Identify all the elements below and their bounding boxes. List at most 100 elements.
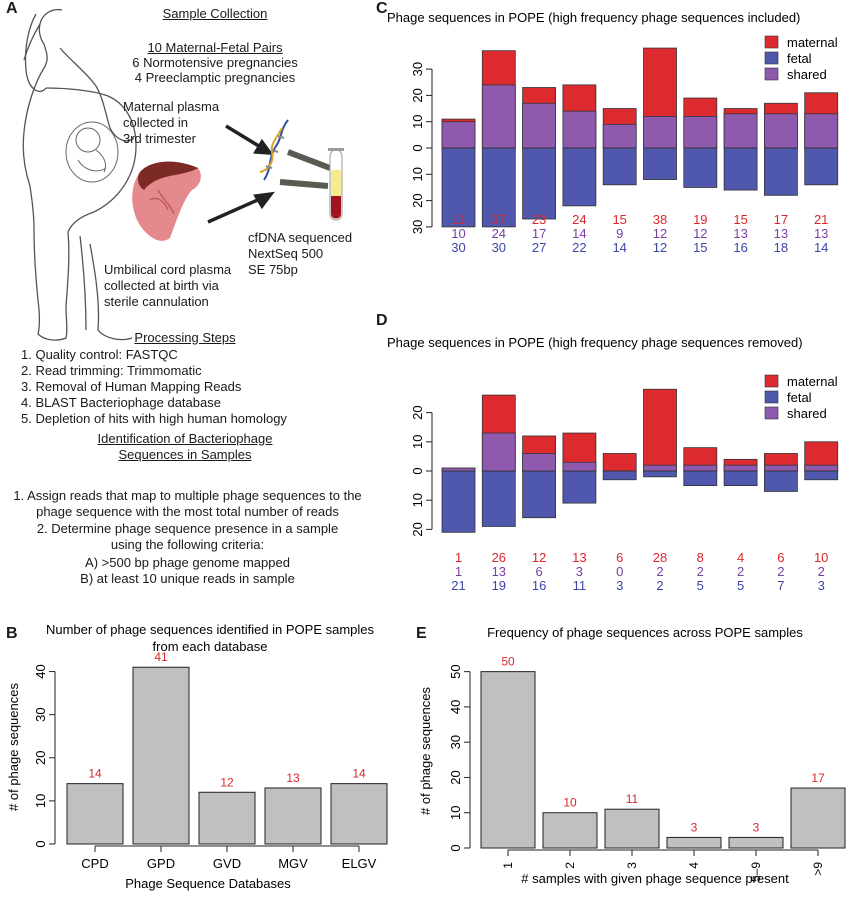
fetal-count: 3	[616, 578, 623, 593]
fetal-bar	[683, 470, 718, 487]
processing-step: 1. Quality control: FASTQC	[21, 347, 178, 362]
shared-count: 9	[616, 226, 623, 241]
y-tick-label: 20	[410, 193, 425, 207]
shared-count: 10	[451, 226, 465, 241]
y-tick-label: 20	[448, 770, 463, 784]
legend-label: shared	[787, 406, 827, 421]
y-tick-label: 30	[410, 220, 425, 234]
fetal-bar	[643, 147, 677, 180]
fetal-count: 12	[653, 240, 667, 255]
pairs-preeclamptic: 4 Preeclamptic pregnancies	[134, 70, 296, 85]
fetal-count: 18	[774, 240, 788, 255]
shared-bar	[804, 464, 839, 472]
x-tick-label: GPD	[147, 856, 175, 871]
maternal-bar	[602, 453, 637, 472]
x-tick-label: CPD	[81, 856, 108, 871]
maternal-count: 15	[733, 212, 747, 227]
y-tick-label: 20	[410, 522, 425, 536]
bar	[198, 791, 256, 845]
maternal-count: 24	[572, 212, 586, 227]
pairs-title: 10 Maternal-Fetal Pairs	[147, 40, 283, 55]
shared-bar	[562, 461, 597, 472]
fetal-bar	[643, 470, 677, 478]
shared-count: 6	[535, 564, 542, 579]
shared-count: 1	[455, 564, 462, 579]
y-axis-label: # of phage sequences	[6, 683, 21, 811]
y-tick-label: 20	[410, 88, 425, 102]
x-tick-label: ELGV	[342, 856, 377, 871]
bar-value-label: 3	[691, 820, 698, 834]
shared-bar	[562, 110, 597, 149]
shared-count: 17	[532, 226, 546, 241]
fetal-count: 7	[777, 578, 784, 593]
fetal-count: 14	[814, 240, 828, 255]
chart-title: Number of phage sequences identified in …	[46, 622, 375, 637]
legend-label: fetal	[787, 390, 812, 405]
fetal-bar	[481, 470, 516, 527]
fetal-bar	[562, 470, 597, 504]
shared-count: 2	[737, 564, 744, 579]
fetal-bar	[481, 147, 516, 228]
bar-value-label: 10	[563, 796, 577, 810]
maternal-count: 1	[455, 550, 462, 565]
fetal-bar	[602, 147, 637, 186]
bar-value-label: 3	[753, 820, 760, 834]
fetal-count: 16	[733, 240, 747, 255]
x-axis-label: # samples with given phage sequence pres…	[521, 871, 789, 886]
bar	[132, 666, 190, 845]
legend-swatch	[764, 374, 779, 388]
y-tick-label: 0	[410, 144, 425, 151]
shared-bar	[643, 464, 677, 472]
bar-value-label: 12	[220, 775, 234, 789]
bar	[666, 836, 722, 849]
y-tick-label: 30	[448, 735, 463, 749]
shared-count: 14	[572, 226, 586, 241]
arrow-icon	[207, 124, 275, 224]
legend-swatch	[764, 390, 779, 404]
bar-value-label: 11	[626, 792, 639, 806]
y-tick-label: 10	[448, 805, 463, 819]
maternal-count: 26	[492, 550, 506, 565]
fetal-bar	[723, 147, 758, 191]
shared-count: 13	[492, 564, 506, 579]
placenta-icon	[132, 161, 201, 241]
maternal-count: 11	[452, 212, 466, 227]
x-tick-label: 5–9	[749, 862, 763, 882]
legend-swatch	[764, 51, 779, 65]
panel-letter-d: D	[376, 312, 388, 329]
shared-bar	[723, 464, 758, 472]
shared-bar	[441, 467, 476, 472]
identification-title: Identification of Bacteriophage Sequence…	[97, 431, 273, 462]
shared-count: 0	[616, 564, 623, 579]
shared-bar	[441, 121, 476, 149]
y-tick-label: 0	[33, 840, 48, 847]
fetal-count: 5	[697, 578, 704, 593]
sample-collection-title: Sample Collection	[162, 6, 268, 21]
shared-bar	[522, 453, 557, 472]
bar	[728, 836, 784, 849]
bar-value-label: 17	[811, 771, 825, 785]
shared-count: 2	[777, 564, 784, 579]
bar-value-label: 14	[352, 767, 366, 781]
bar	[66, 783, 124, 845]
x-tick-label: 3	[625, 862, 639, 869]
bar-value-label: 13	[286, 771, 300, 785]
shared-count: 12	[653, 226, 667, 241]
fetal-bar	[723, 470, 758, 487]
shared-count: 3	[576, 564, 583, 579]
shared-count: 13	[774, 226, 788, 241]
shared-count: 12	[693, 226, 707, 241]
shared-bar	[723, 113, 758, 149]
fetal-bar	[522, 470, 557, 519]
fetal-bar	[522, 147, 557, 220]
shared-count: 13	[733, 226, 747, 241]
panel-letter-c: C	[376, 0, 388, 17]
fetal-count: 5	[737, 578, 744, 593]
chart-d: Phage sequences in POPE (high frequency …	[387, 335, 839, 593]
processing-step: 2. Read trimming: Trimmomatic	[21, 363, 202, 378]
legend-label: fetal	[787, 51, 812, 66]
fetal-count: 3	[818, 578, 825, 593]
fetal-count: 27	[532, 240, 546, 255]
fetal-bar	[441, 147, 476, 228]
shared-bar	[804, 113, 839, 149]
